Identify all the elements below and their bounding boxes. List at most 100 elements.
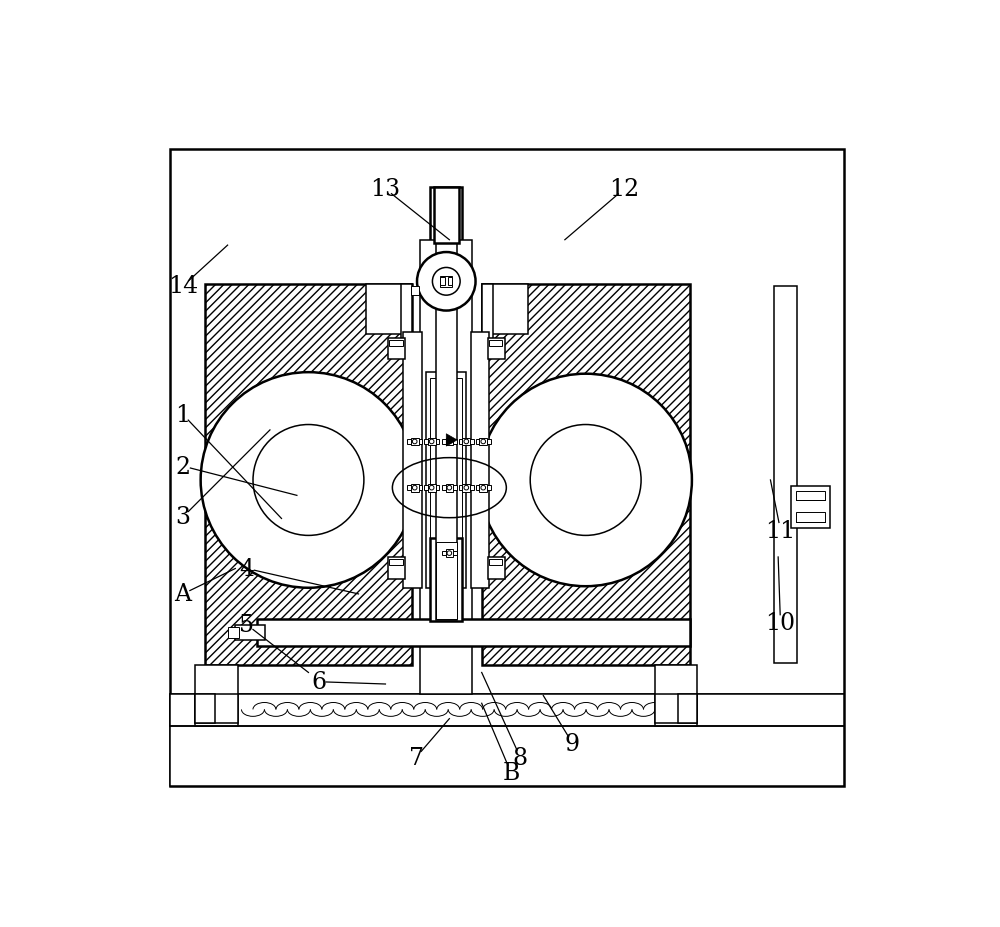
Bar xyxy=(388,338,405,360)
Bar xyxy=(228,628,239,638)
Bar xyxy=(462,484,470,492)
Text: B: B xyxy=(502,761,520,784)
Bar xyxy=(388,557,405,578)
Bar xyxy=(442,552,457,556)
Bar xyxy=(407,486,422,490)
Bar xyxy=(235,625,265,641)
Bar xyxy=(411,286,419,296)
Circle shape xyxy=(429,486,434,490)
Bar xyxy=(440,278,445,286)
Text: 1: 1 xyxy=(175,403,191,426)
Circle shape xyxy=(447,486,452,490)
Bar xyxy=(436,196,457,620)
Bar xyxy=(655,665,697,727)
Bar xyxy=(195,694,215,723)
Bar xyxy=(476,486,491,490)
Bar xyxy=(440,276,452,287)
Bar xyxy=(170,694,844,727)
Bar xyxy=(471,333,489,588)
Bar xyxy=(411,438,419,446)
Circle shape xyxy=(253,425,364,536)
Bar xyxy=(796,491,825,501)
Circle shape xyxy=(464,439,469,444)
Circle shape xyxy=(479,375,692,587)
Bar xyxy=(482,285,528,335)
Bar xyxy=(195,694,238,723)
Bar xyxy=(446,550,453,557)
Bar xyxy=(407,439,422,444)
Circle shape xyxy=(429,439,434,444)
Bar xyxy=(430,379,462,583)
Circle shape xyxy=(447,552,452,556)
Bar xyxy=(446,438,453,446)
Bar xyxy=(430,539,462,621)
Bar xyxy=(678,694,697,723)
Bar xyxy=(436,542,457,619)
Circle shape xyxy=(481,439,486,444)
Bar xyxy=(170,694,844,787)
Text: A: A xyxy=(174,583,191,605)
Bar xyxy=(436,540,457,621)
Bar xyxy=(479,438,487,446)
Bar xyxy=(428,484,436,492)
Bar xyxy=(446,484,453,492)
Text: 6: 6 xyxy=(311,670,326,693)
Bar xyxy=(489,560,502,565)
Bar xyxy=(459,439,474,444)
Text: 14: 14 xyxy=(168,275,198,298)
Bar xyxy=(462,438,470,446)
Text: 4: 4 xyxy=(239,557,254,580)
Bar xyxy=(448,278,452,286)
Bar xyxy=(389,340,403,347)
Bar xyxy=(482,285,493,342)
Bar xyxy=(476,439,491,444)
Polygon shape xyxy=(446,434,457,447)
Bar xyxy=(170,149,844,787)
Bar xyxy=(430,188,462,617)
Text: 8: 8 xyxy=(513,746,528,768)
Bar xyxy=(488,338,505,360)
Circle shape xyxy=(412,439,417,444)
Bar xyxy=(791,487,830,529)
Bar xyxy=(366,285,412,335)
Circle shape xyxy=(530,425,641,536)
Text: 5: 5 xyxy=(239,614,254,637)
Text: 2: 2 xyxy=(175,455,191,478)
Bar xyxy=(434,188,459,244)
Circle shape xyxy=(412,486,417,490)
Text: 9: 9 xyxy=(565,732,580,755)
Bar xyxy=(428,438,436,446)
Text: 12: 12 xyxy=(609,178,639,201)
Circle shape xyxy=(481,486,486,490)
Bar xyxy=(389,560,403,565)
Bar xyxy=(796,513,825,522)
Bar xyxy=(257,619,690,646)
Text: 10: 10 xyxy=(765,611,796,634)
Bar xyxy=(403,333,422,588)
Circle shape xyxy=(201,373,416,588)
Bar xyxy=(442,486,457,490)
Text: 3: 3 xyxy=(175,506,190,528)
Bar xyxy=(442,439,457,444)
Bar xyxy=(195,665,238,727)
Bar xyxy=(488,557,505,578)
Bar xyxy=(411,484,419,492)
Bar xyxy=(420,240,472,694)
Bar xyxy=(489,340,502,347)
Bar xyxy=(482,285,690,665)
Circle shape xyxy=(447,439,452,444)
Bar xyxy=(774,286,797,664)
Text: 11: 11 xyxy=(765,519,796,542)
Bar xyxy=(426,373,466,588)
Circle shape xyxy=(432,268,460,296)
Bar xyxy=(424,439,439,444)
Bar xyxy=(655,694,697,723)
Circle shape xyxy=(417,253,476,311)
Bar xyxy=(479,484,487,492)
Bar xyxy=(459,486,474,490)
Bar xyxy=(401,285,412,342)
Bar xyxy=(424,486,439,490)
Circle shape xyxy=(464,486,469,490)
Text: 13: 13 xyxy=(370,178,401,201)
Text: 7: 7 xyxy=(409,746,424,768)
